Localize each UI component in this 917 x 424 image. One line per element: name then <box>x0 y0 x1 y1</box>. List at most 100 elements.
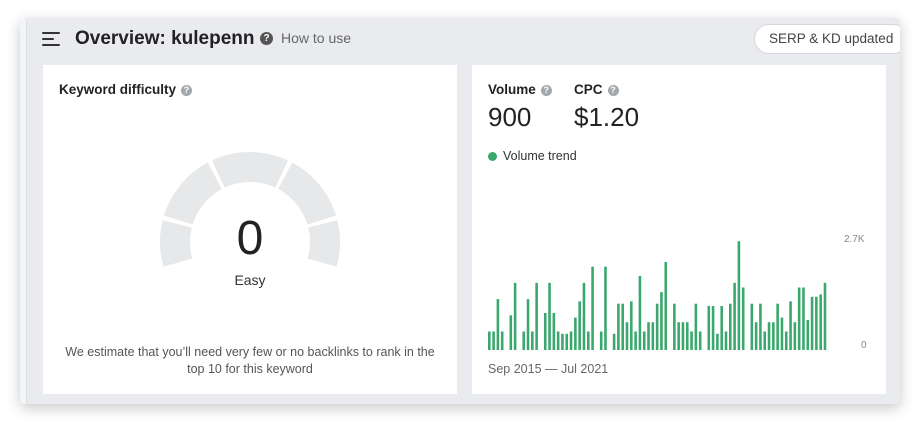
volume-bar[interactable] <box>625 322 629 350</box>
volume-bar[interactable] <box>690 331 693 350</box>
how-to-use-link[interactable]: ? How to use <box>260 30 351 46</box>
volume-bar[interactable] <box>750 303 754 350</box>
gauge-segment-5 <box>307 220 340 267</box>
volume-bar[interactable] <box>509 315 513 350</box>
volume-bar[interactable] <box>655 303 659 350</box>
volume-bar[interactable] <box>617 303 620 350</box>
legend-dot-icon <box>488 151 497 161</box>
cpc-label: CPC <box>574 82 603 97</box>
volume-bar[interactable] <box>797 287 801 351</box>
cpc-heading: CPC? <box>574 82 619 97</box>
volume-bar[interactable] <box>806 319 810 350</box>
page-header: Overview: kulepenn ? How to use SERP & K… <box>20 18 900 62</box>
volume-bar[interactable] <box>522 331 526 350</box>
volume-bar[interactable] <box>772 322 775 350</box>
hamburger-menu-icon[interactable] <box>42 32 60 46</box>
volume-bar[interactable] <box>574 317 577 350</box>
volume-bar[interactable] <box>737 241 741 350</box>
left-panel-edge <box>20 18 27 404</box>
volume-bar[interactable] <box>802 287 805 351</box>
volume-bar[interactable] <box>815 296 818 350</box>
chart-legend: Volume trend <box>488 149 577 163</box>
volume-bar[interactable] <box>531 331 534 350</box>
volume-bar[interactable] <box>763 331 767 350</box>
volume-label: Volume <box>488 82 536 97</box>
volume-bar[interactable] <box>819 294 822 350</box>
volume-bar[interactable] <box>488 331 491 350</box>
gauge-segment-4 <box>278 162 337 225</box>
kd-help-icon[interactable]: ? <box>181 85 193 96</box>
gauge-segment-2 <box>163 162 222 225</box>
volume-bar[interactable] <box>729 303 732 350</box>
volume-bar[interactable] <box>496 299 500 350</box>
volume-bar[interactable] <box>673 303 676 350</box>
volume-bar[interactable] <box>677 322 680 350</box>
volume-heading: Volume? <box>488 82 552 97</box>
volume-bar[interactable] <box>513 282 517 350</box>
volume-bar[interactable] <box>586 331 590 350</box>
volume-bar[interactable] <box>793 322 797 350</box>
volume-bar[interactable] <box>660 292 663 350</box>
volume-bar[interactable] <box>638 275 642 350</box>
gauge-segment-1 <box>160 220 193 267</box>
volume-bar[interactable] <box>535 282 538 350</box>
difficulty-gauge <box>160 152 340 267</box>
volume-bar[interactable] <box>647 322 650 350</box>
volume-bar[interactable] <box>582 282 586 350</box>
gauge-segment-3 <box>211 152 289 188</box>
volume-bar[interactable] <box>642 331 646 350</box>
volume-bar[interactable] <box>552 312 556 350</box>
volume-bar[interactable] <box>776 303 779 350</box>
volume-trend-chart <box>488 241 827 351</box>
volume-bar[interactable] <box>823 282 827 350</box>
volume-bar[interactable] <box>694 303 698 350</box>
volume-bar[interactable] <box>492 331 495 350</box>
volume-bar[interactable] <box>578 301 581 350</box>
volume-bar[interactable] <box>733 282 736 350</box>
volume-bar[interactable] <box>565 333 569 350</box>
volume-bar[interactable] <box>569 331 573 350</box>
volume-bar[interactable] <box>780 317 784 350</box>
volume-bar[interactable] <box>651 322 655 350</box>
volume-bar[interactable] <box>789 301 792 350</box>
volume-bar[interactable] <box>556 331 560 350</box>
volume-bar[interactable] <box>630 301 633 350</box>
volume-bar[interactable] <box>548 282 551 350</box>
serp-kd-updated-button[interactable]: SERP & KD updated <box>754 24 900 54</box>
volume-bar[interactable] <box>784 331 788 350</box>
kd-level-label: Easy <box>234 272 266 288</box>
volume-bar[interactable] <box>604 266 607 350</box>
volume-bar[interactable] <box>716 333 719 350</box>
volume-bar[interactable] <box>500 331 504 350</box>
volume-bar[interactable] <box>664 262 668 350</box>
keyword-difficulty-label: Keyword difficulty <box>59 82 177 97</box>
volume-bar[interactable] <box>724 331 728 350</box>
volume-bar[interactable] <box>599 331 603 350</box>
chart-date-range: Sep 2015 — Jul 2021 <box>488 362 609 376</box>
volume-bar[interactable] <box>810 296 814 350</box>
volume-bar[interactable] <box>681 322 685 350</box>
volume-bar[interactable] <box>698 331 702 350</box>
y-tick-bottom: 0 <box>861 340 867 351</box>
volume-bar[interactable] <box>759 303 762 350</box>
volume-bar[interactable] <box>767 322 771 350</box>
volume-bar[interactable] <box>543 312 547 350</box>
volume-bar[interactable] <box>621 303 624 350</box>
volume-bar[interactable] <box>711 306 715 350</box>
volume-bar[interactable] <box>720 306 723 350</box>
kd-score: 0 <box>236 212 264 265</box>
volume-bar[interactable] <box>685 322 689 350</box>
volume-bar[interactable] <box>591 266 594 350</box>
volume-bar[interactable] <box>526 299 530 350</box>
volume-help-icon[interactable]: ? <box>540 85 552 96</box>
volume-bar[interactable] <box>612 333 616 350</box>
volume-bar[interactable] <box>707 306 711 350</box>
cpc-value: $1.20 <box>574 102 640 132</box>
cpc-help-icon[interactable]: ? <box>607 85 619 96</box>
volume-bar[interactable] <box>634 331 637 350</box>
volume-value: 900 <box>488 102 532 132</box>
volume-bar[interactable] <box>741 287 745 351</box>
volume-bar[interactable] <box>754 322 758 350</box>
kd-explanation: We estimate that you’ll need very few or… <box>65 345 435 376</box>
volume-bar[interactable] <box>561 333 564 350</box>
